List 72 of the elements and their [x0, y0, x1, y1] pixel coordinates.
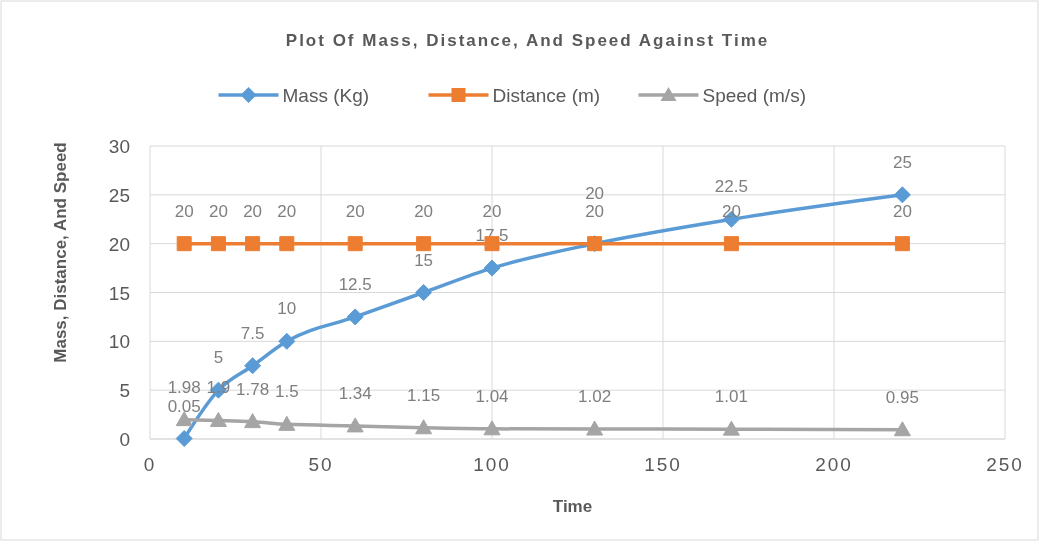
point: [416, 236, 432, 252]
x-tick-label: 150: [644, 454, 682, 475]
point: [483, 420, 501, 436]
point: [278, 332, 296, 350]
data-label: 25: [892, 152, 912, 172]
x-tick-label: 200: [815, 454, 853, 475]
point: [723, 236, 739, 252]
data-label: 22.5: [714, 177, 748, 197]
data-label: 20: [414, 201, 434, 221]
data-label: 20: [345, 201, 365, 221]
y-tick-label: 15: [108, 282, 130, 304]
data-label: 20: [721, 201, 741, 221]
point: [415, 284, 433, 301]
point: [244, 413, 262, 429]
point: [893, 421, 911, 437]
point: [893, 186, 911, 204]
point: [175, 430, 193, 448]
point: [279, 236, 295, 252]
y-axis-title: Mass, Distance, And Speed: [51, 142, 70, 363]
data-label: 1.01: [714, 387, 748, 407]
x-axis-title: Time: [552, 497, 593, 516]
data-label: 1.34: [338, 383, 372, 403]
data-label: 20: [585, 201, 605, 221]
y-tick-label: 0: [119, 429, 130, 450]
data-label: 1.15: [407, 385, 441, 405]
data-label: 20: [482, 201, 502, 221]
y-tick-label: 30: [108, 136, 130, 157]
x-tick-label: 250: [986, 454, 1024, 475]
y-tick-label: 25: [108, 184, 130, 206]
data-label: 20: [585, 183, 605, 203]
data-label: 5: [213, 348, 224, 368]
data-label: 1.02: [578, 387, 612, 407]
data-label: 1.78: [236, 379, 270, 399]
point: [346, 417, 364, 433]
chart-title: Plot Of Mass, Distance, And Speed Against Time: [285, 31, 770, 50]
data-label: 0.05: [167, 396, 201, 416]
point: [483, 259, 501, 277]
data-label: 10: [277, 299, 297, 319]
point: [245, 236, 261, 252]
data-label: 0.95: [885, 387, 919, 407]
legend-label: Speed (m/s): [702, 85, 806, 106]
point: [209, 411, 227, 427]
point: [278, 415, 296, 431]
point: [586, 420, 604, 436]
data-label: 12.5: [338, 274, 372, 294]
data-label: 20: [208, 201, 228, 221]
x-tick-label: 100: [473, 454, 511, 475]
y-tick-label: 10: [108, 331, 130, 353]
x-tick-label: 50: [308, 454, 334, 475]
x-tick-label: 0: [143, 454, 157, 475]
point: [176, 236, 192, 252]
point: [415, 419, 433, 435]
point: [894, 236, 910, 252]
data-label: 1.5: [274, 382, 299, 402]
data-label: 20: [277, 201, 297, 221]
data-label: 20: [174, 201, 194, 221]
point: [175, 411, 193, 427]
point: [346, 308, 364, 326]
data-label: 1.04: [475, 386, 509, 406]
data-label: 7.5: [240, 323, 265, 343]
legend-label: Distance (m): [492, 85, 601, 106]
data-label: 1.98: [167, 377, 201, 397]
y-tick-label: 5: [119, 380, 130, 402]
point: [347, 236, 363, 252]
data-label: 20: [243, 201, 263, 221]
point: [210, 236, 226, 252]
legend-label: Mass (Kg): [282, 85, 370, 106]
point: [244, 357, 262, 375]
data-label: 20: [892, 201, 912, 221]
point: [722, 420, 740, 436]
y-tick-label: 20: [108, 233, 130, 255]
data-label: 15: [414, 250, 434, 270]
